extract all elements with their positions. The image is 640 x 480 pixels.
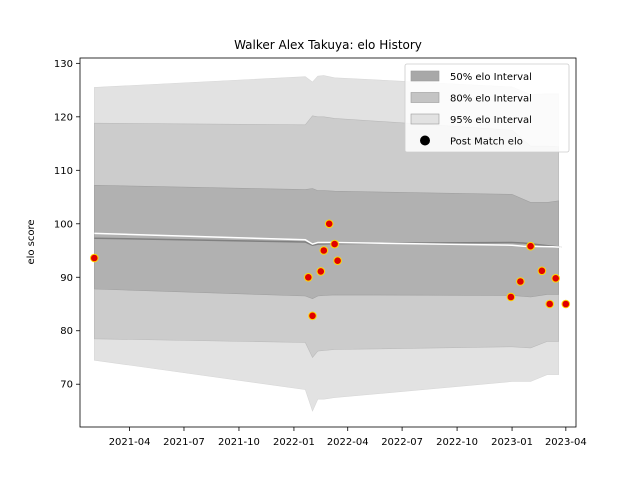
x-tick-label-0: 2021-04 [109, 437, 151, 448]
legend-label-3: Post Match elo [450, 137, 523, 148]
y-tick-label-5: 120 [54, 112, 73, 123]
plot-frame [79, 57, 577, 428]
x-tick-label-1: 2021-07 [163, 437, 205, 448]
legend-box [404, 63, 570, 153]
x-tick-label-4: 2022-04 [327, 437, 369, 448]
point-12 [545, 299, 555, 309]
point-10 [526, 241, 535, 251]
point-3 [316, 267, 326, 276]
y-tick-label-2: 90 [60, 273, 73, 284]
point-7 [333, 256, 342, 266]
x-tick-label-7: 2023-01 [491, 437, 533, 448]
legend-label-1: 80% elo Interval [450, 94, 532, 105]
legend-swatch-2 [410, 113, 440, 125]
legend-marker-3 [420, 135, 430, 146]
x-axis: 2021-04 2021-07 2021-10 2022-01 2022-04 2022-… [109, 427, 587, 448]
y-axis: 70 80 90 100 110 120 130 [54, 59, 80, 391]
point-0 [90, 253, 99, 263]
point-5 [324, 219, 334, 229]
point-8 [506, 292, 516, 302]
x-tick-label-6: 2022-10 [436, 437, 478, 448]
x-tick-label-3: 2022-01 [273, 437, 315, 448]
y-axis-label: elo score [26, 219, 37, 264]
legend-swatch-1 [410, 92, 440, 103]
plot-area [79, 57, 577, 428]
point-11 [537, 266, 547, 276]
x-tick-label-5: 2022-07 [381, 437, 423, 448]
y-tick-label-3: 100 [54, 219, 73, 230]
y-tick-label-6: 130 [54, 59, 73, 70]
chart-title: Walker Alex Takuya: elo History [234, 38, 422, 52]
point-13 [551, 274, 561, 283]
point-4 [319, 246, 329, 255]
point-1 [304, 273, 313, 282]
y-tick-label-1: 80 [60, 326, 73, 337]
y-tick-label-4: 110 [54, 166, 73, 177]
legend: 50% elo Interval 80% elo Interval 95% elo … [404, 63, 570, 153]
legend-swatch-0 [410, 70, 440, 82]
point-14 [561, 299, 571, 309]
point-6 [330, 239, 339, 249]
point-2 [308, 311, 317, 321]
post-match-points [90, 219, 571, 321]
legend-label-2: 95% elo Interval [450, 115, 532, 126]
x-tick-label-8: 2023-04 [545, 437, 587, 448]
x-tick-label-2: 2021-10 [218, 437, 260, 448]
point-9 [516, 277, 525, 286]
y-tick-label-0: 70 [60, 380, 73, 391]
legend-label-0: 50% elo Interval [450, 72, 532, 83]
